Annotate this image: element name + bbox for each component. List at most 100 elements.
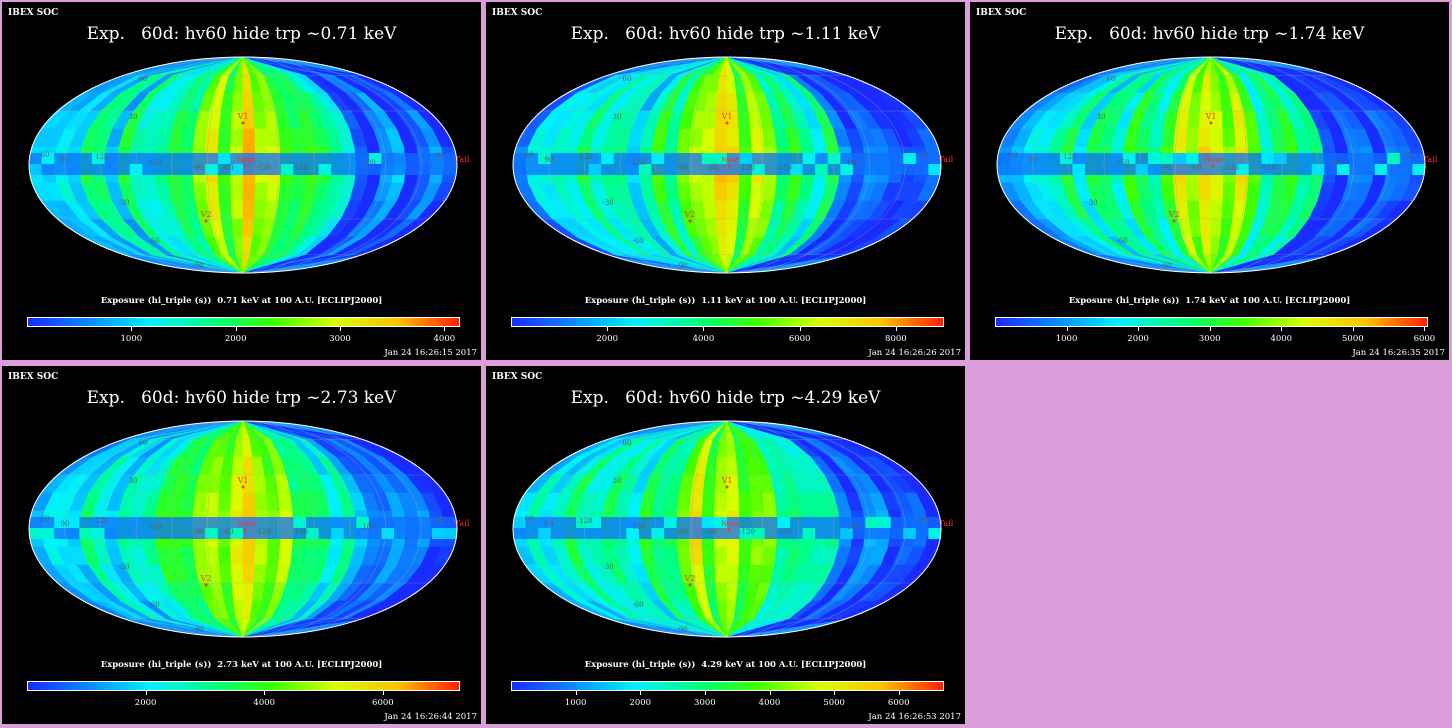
colorbar (27, 681, 460, 691)
map-cell (218, 110, 233, 130)
band-cell (538, 528, 551, 539)
band-cell (1261, 153, 1274, 164)
colorbar (511, 681, 944, 691)
colorbar-tick (704, 691, 706, 695)
map-cell (726, 92, 739, 112)
map-outline (512, 56, 942, 274)
lat-label-30: 30 (1097, 113, 1106, 121)
map-cell (242, 582, 255, 602)
colorbar-tick-label: 6000 (372, 698, 394, 708)
band-cell (356, 517, 369, 528)
v2-marker (204, 219, 208, 223)
band-cell (1135, 164, 1149, 175)
colorbar (511, 317, 944, 327)
lat-label-m90: -90 (676, 262, 687, 270)
colorbar-tick-label: 6000 (1413, 334, 1436, 344)
map-outline (28, 56, 458, 274)
map-cell (180, 492, 196, 512)
nose-marker (243, 164, 247, 168)
sky-map-panel-5: 60 30 -30 -60 -90 60 90 120 150 -90 -60 -120 -150 180… (486, 366, 965, 724)
band-cell (928, 164, 941, 175)
timestamp: Jan 24 16:26:44 2017 (384, 712, 477, 722)
map-cell (242, 218, 255, 238)
lat-label-30: 30 (613, 477, 622, 485)
colorbar-tick-label: 1000 (564, 698, 587, 708)
band-cell (802, 528, 816, 539)
map-cell (1185, 128, 1200, 148)
nose-label: Nose (721, 520, 739, 528)
map-cell (1148, 128, 1164, 148)
map-cell (738, 546, 753, 566)
map-cell (726, 618, 846, 637)
map-cell (664, 128, 680, 148)
map-cell (737, 200, 752, 220)
colorbar-tick (1281, 327, 1283, 331)
lon-label-90-right: 90 (436, 152, 445, 160)
map-cell (701, 128, 716, 148)
band-cell (1059, 153, 1073, 164)
map-cell (193, 182, 208, 202)
map-cell (254, 128, 269, 148)
map-cell (242, 254, 362, 273)
map-cell (231, 218, 244, 238)
map-cell (180, 182, 196, 202)
lon-label-120: 120 (579, 153, 592, 161)
map-cell (726, 582, 739, 602)
map-cell (762, 182, 777, 202)
band-cell (41, 153, 55, 164)
band-cell (1072, 164, 1086, 175)
band-cell (777, 517, 790, 528)
lat-label-m60: -60 (148, 237, 159, 245)
colorbar-tick-label: 8000 (885, 334, 907, 344)
band-cell (1173, 153, 1186, 164)
lon-label-m120: -120 (739, 164, 755, 172)
map-cell (1198, 128, 1212, 148)
lon-label-150: 150 (148, 159, 161, 167)
band-cell (903, 528, 916, 539)
v2-label: V2 (200, 210, 212, 219)
map-cell (714, 200, 728, 220)
colorbar-tick (131, 327, 133, 331)
map-cell (701, 182, 716, 202)
map-cell (715, 218, 728, 238)
map-cell (1210, 254, 1330, 273)
band-cell (840, 528, 853, 539)
map-cell (762, 128, 777, 148)
map-cell (254, 492, 269, 512)
map-cell (1148, 182, 1164, 202)
v1-label: V1 (1205, 112, 1217, 121)
map-cell (218, 200, 233, 220)
band-cell (1122, 153, 1136, 164)
colorbar-tick-label: 5000 (1342, 334, 1364, 344)
map-cell (230, 492, 244, 512)
v2-marker (688, 583, 692, 587)
tail-label: Tail (939, 519, 954, 528)
lon-label-120: 120 (95, 153, 108, 161)
sky-map-svg: 60 30 -30 -60 -90 60 90 120 150 -90 -60 -120 -150 180… (28, 56, 470, 274)
colorbar-ticks (27, 691, 460, 697)
map-cell (701, 492, 716, 512)
panel-title: Exp. 60d: hv60 hide trp ~4.29 keV (570, 388, 881, 408)
lon-label-m120: -120 (1223, 164, 1239, 172)
colorbar (27, 317, 460, 327)
v2-marker (204, 583, 208, 587)
v2-marker (1172, 219, 1176, 223)
band-cell (928, 528, 941, 539)
map-cell (1210, 182, 1224, 202)
map-cell (218, 564, 233, 584)
lat-label-m30: -30 (602, 199, 613, 207)
lon-label-m60: -60 (222, 528, 233, 536)
lon-label-m90: -90 (1160, 164, 1171, 172)
map-cell (180, 128, 196, 148)
lon-label-120: 120 (1063, 153, 1076, 161)
map-cell (737, 110, 752, 130)
band-cell (305, 528, 319, 539)
band-cell (29, 528, 42, 539)
lat-label-60: 60 (623, 439, 632, 447)
colorbar-tick (607, 327, 609, 331)
colorbar (995, 317, 1428, 327)
map-cell (242, 618, 362, 637)
map-cell (715, 582, 728, 602)
map-cell (1199, 92, 1212, 112)
source-label: IBEX SOC (492, 372, 543, 382)
